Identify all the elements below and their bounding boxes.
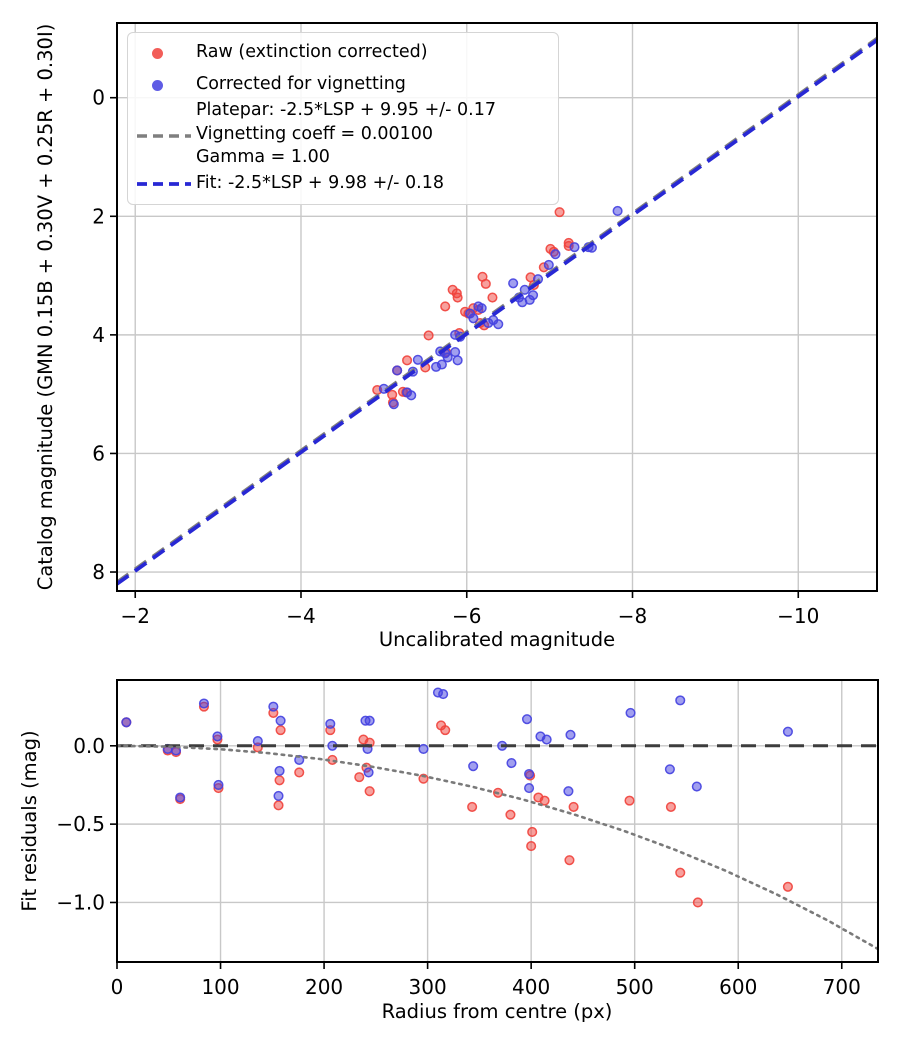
top-plot-data	[117, 37, 877, 586]
legend-label-fit: Fit: -2.5*LSP + 9.98 +/- 0.18	[196, 173, 444, 193]
tick-label: 6	[92, 441, 105, 465]
tick-label: 2	[92, 204, 105, 228]
tick-label: 300	[409, 975, 447, 999]
legend-platepar-dash-icon	[137, 134, 191, 138]
legend-platepar-line3: Gamma = 1.00	[196, 147, 330, 167]
tick-label: 0	[111, 975, 124, 999]
tick-label: 500	[616, 975, 654, 999]
legend-vignetting-marker-icon	[152, 80, 163, 91]
tick-label: −4	[286, 604, 315, 628]
tick-label: 0	[92, 86, 105, 110]
bottom-plot-axes: 0 100 200 300 400 500 600 700 0.0 −0.5 −1.0	[56, 679, 879, 999]
tick-label: 600	[719, 975, 757, 999]
tick-label: 200	[305, 975, 343, 999]
tick-label: −0.5	[56, 812, 105, 836]
top-ylabel: Catalog magnitude (GMN 0.15B + 0.30V + 0…	[34, 24, 57, 591]
bottom-plot-grid	[116, 680, 878, 962]
tick-label: 700	[823, 975, 861, 999]
top-plot-axes: −2 −4 −6 −8 −10 0 2 4 6 8	[92, 22, 878, 628]
legend-platepar-line2: Vignetting coeff = 0.00100	[196, 123, 434, 144]
tick-label: −6	[452, 604, 481, 628]
tick-label: 100	[201, 975, 239, 999]
tick-label: 8	[92, 560, 105, 584]
legend-raw-marker-icon	[152, 48, 163, 59]
bottom-xlabel: Radius from centre (px)	[382, 1000, 613, 1023]
legend-platepar-line1: Platepar: -2.5*LSP + 9.95 +/- 0.17	[196, 100, 496, 120]
legend-fit-dash-icon	[137, 182, 191, 186]
legend-label-platepar: Platepar: -2.5*LSP + 9.95 +/- 0.17 Vigne…	[196, 99, 496, 170]
legend-label-corrected: Corrected for vignetting	[196, 74, 406, 94]
tick-label: −8	[618, 604, 647, 628]
bottom-ylabel: Fit residuals (mag)	[18, 730, 41, 911]
bottom-plot-data	[117, 687, 878, 951]
legend: Raw (extinction corrected) Corrected for…	[127, 32, 559, 205]
tick-label: −10	[777, 604, 819, 628]
tick-label: −1.0	[56, 890, 105, 914]
tick-label: 400	[512, 975, 550, 999]
tick-label: −2	[120, 604, 149, 628]
tick-label: 4	[92, 323, 105, 347]
tick-label: 0.0	[73, 734, 105, 758]
legend-label-raw: Raw (extinction corrected)	[196, 42, 428, 62]
top-xlabel: Uncalibrated magnitude	[379, 628, 615, 651]
